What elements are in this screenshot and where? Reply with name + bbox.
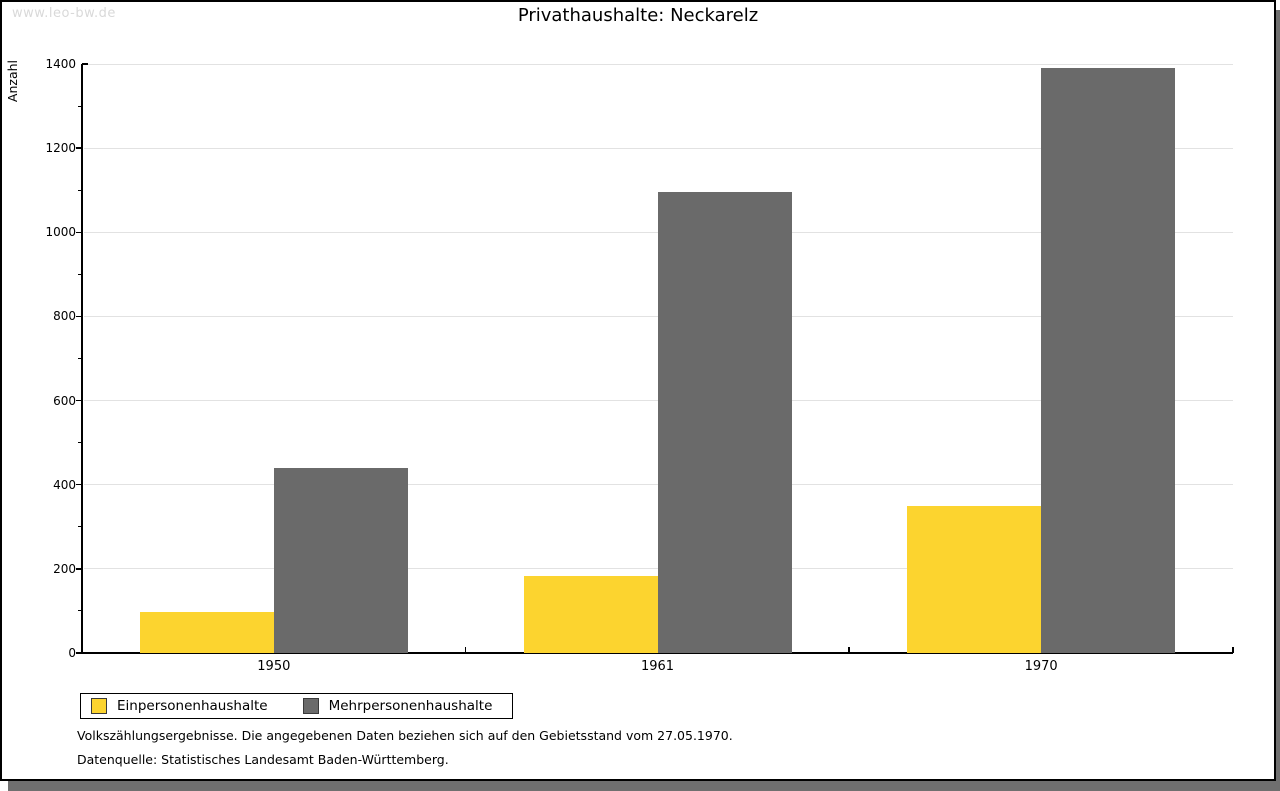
watermark-leo-bw: www.leo-bw.de <box>12 6 116 21</box>
y-major-tick-1000 <box>76 231 82 234</box>
legend: Einpersonenhaushalte Mehrpersonenhaushal… <box>80 693 514 719</box>
y-major-tick-800 <box>76 315 82 318</box>
y-axis-end-tick <box>82 63 88 65</box>
x-tick-label-1950: 1950 <box>257 659 291 674</box>
footnote-census-note: Volkszählungsergebnisse. Die angegebenen… <box>77 728 733 743</box>
y-major-tick-0 <box>76 652 82 654</box>
y-minor-tick-100 <box>78 610 82 612</box>
y-minor-tick-500 <box>78 442 82 444</box>
y-tick-label-0: 0 <box>68 646 76 660</box>
legend-swatch-einpersonenhaushalte <box>91 698 107 714</box>
gridline-1200 <box>84 147 1233 149</box>
x-axis-line <box>76 652 1233 654</box>
bar-mehrpersonenhaushalte-1961 <box>657 192 792 653</box>
gridline-1400 <box>84 63 1233 65</box>
legend-swatch-mehrpersonenhaushalte <box>302 698 319 714</box>
x-tick-label-1961: 1961 <box>640 659 675 674</box>
y-tick-label-1200: 1200 <box>45 141 76 156</box>
bar-mehrpersonenhaushalte-1950 <box>273 467 408 653</box>
bar-einpersonenhaushalte-1961 <box>523 576 658 653</box>
footnote-data-source: Datenquelle: Statistisches Landesamt Bad… <box>77 752 449 767</box>
y-major-tick-400 <box>76 483 82 486</box>
x-axis-tick-1 <box>464 647 467 653</box>
y-minor-tick-900 <box>78 273 82 275</box>
y-major-tick-1200 <box>76 147 82 149</box>
bar-mehrpersonenhaushalte-1970 <box>1041 68 1176 653</box>
y-axis-line <box>81 64 83 653</box>
y-minor-tick-300 <box>78 526 82 528</box>
x-axis-tick-3 <box>1232 647 1234 653</box>
y-major-tick-600 <box>76 399 82 402</box>
x-axis-tick-2 <box>848 647 850 653</box>
x-tick-label-1970: 1970 <box>1024 659 1058 674</box>
bar-einpersonenhaushalte-1970 <box>907 505 1042 653</box>
y-tick-label-1400: 1400 <box>45 57 76 71</box>
y-tick-label-1000: 1000 <box>45 225 76 240</box>
y-minor-tick-1300 <box>78 105 82 107</box>
y-tick-label-800: 800 <box>53 309 76 324</box>
y-tick-label-400: 400 <box>53 477 76 492</box>
y-tick-label-600: 600 <box>53 393 76 408</box>
bar-einpersonenhaushalte-1950 <box>139 611 274 653</box>
plot-area: 0 200 400 600 800 1000 1200 1400 1950 1961 1970 <box>2 2 1274 779</box>
y-tick-label-200: 200 <box>53 561 76 576</box>
legend-label-mehrpersonenhaushalte: Mehrpersonenhaushalte <box>328 698 493 714</box>
chart-title: Privathaushalte: Neckarelz <box>517 5 759 26</box>
y-minor-tick-1100 <box>78 189 82 191</box>
y-major-tick-200 <box>76 568 82 570</box>
legend-label-einpersonenhaushalte: Einpersonenhaushalte <box>117 698 268 714</box>
y-minor-tick-700 <box>78 358 82 359</box>
